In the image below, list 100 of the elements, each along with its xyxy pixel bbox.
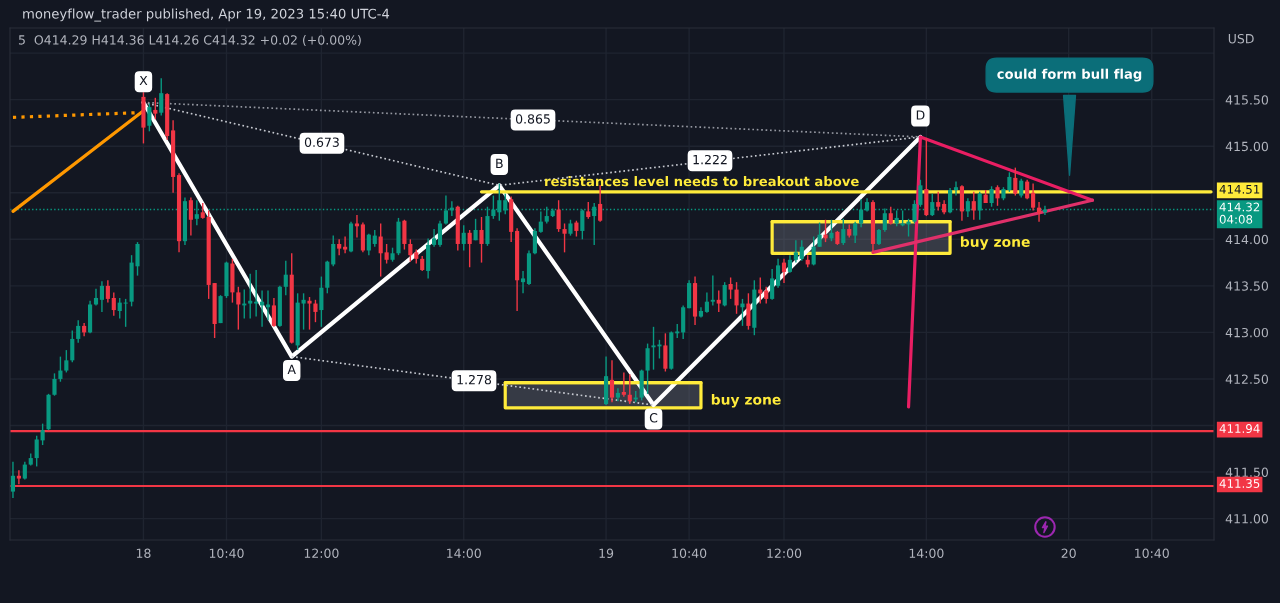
x-tick-label: 10:40 — [672, 548, 707, 559]
candlestick — [70, 329, 75, 363]
candlestick — [408, 238, 413, 263]
candlestick — [953, 180, 959, 197]
candlestick — [40, 422, 45, 446]
candlestick — [147, 102, 152, 133]
candlestick — [307, 296, 312, 331]
candlestick — [734, 281, 739, 315]
candlestick — [853, 220, 858, 244]
candlestick — [811, 235, 816, 267]
y-tick-label: 414.00 — [1225, 234, 1269, 245]
candlestick — [1025, 179, 1030, 200]
candlestick — [301, 292, 306, 331]
data-label: X — [139, 75, 148, 86]
x-tick-label: 19 — [599, 548, 614, 559]
candlestick — [437, 220, 443, 248]
ref-line-label: 411.35 — [1219, 478, 1260, 488]
candlestick — [64, 349, 69, 374]
candlestick — [265, 289, 271, 322]
data-label: B — [496, 158, 503, 168]
candlestick — [378, 222, 383, 278]
candlestick — [248, 273, 253, 320]
y-tick-label: 413.50 — [1225, 281, 1269, 291]
series-label: buy zone — [711, 394, 781, 408]
candlestick — [704, 291, 709, 314]
data-label: 414.51 — [1219, 184, 1260, 194]
candlestick — [313, 299, 318, 323]
candlestick — [384, 243, 389, 265]
candlestick — [283, 260, 288, 296]
candlestick — [823, 219, 828, 243]
candlestick — [188, 196, 193, 237]
candlestick — [331, 234, 336, 268]
candlestick — [105, 279, 110, 304]
ref-line-label: 411.94 — [1219, 424, 1260, 433]
chart-title: moneyflow_trader published, Apr 19, 2023 15:40 UTC-4 — [23, 8, 390, 22]
candlestick — [532, 227, 537, 255]
candlestick — [159, 77, 164, 117]
candlestick — [76, 319, 81, 344]
data-label: A — [287, 364, 296, 374]
candlestick — [556, 199, 561, 233]
candlestick — [99, 280, 105, 313]
y-tick-label: 415.50 — [1225, 95, 1269, 105]
candlestick — [402, 219, 407, 251]
x-tick-label: 10:40 — [1135, 548, 1169, 559]
data-label: C — [649, 413, 658, 423]
candlestick — [520, 270, 526, 295]
x-tick-label: 10:40 — [209, 548, 244, 559]
candlestick — [740, 298, 745, 327]
candlestick — [343, 235, 348, 254]
candlestick — [467, 229, 472, 268]
candlestick — [1013, 166, 1018, 197]
candlestick — [52, 372, 57, 397]
candlestick — [645, 342, 650, 395]
candlestick — [936, 191, 941, 212]
candlestick — [841, 218, 846, 246]
candlestick — [153, 97, 158, 120]
ref-line-label: 414.32 04:08 — [1219, 202, 1260, 224]
candlestick — [995, 184, 1000, 207]
candlestick — [609, 359, 615, 403]
candlestick — [793, 239, 798, 264]
annotation: 0.865 — [515, 114, 550, 124]
candlestick — [479, 216, 484, 264]
candlestick — [562, 222, 567, 254]
candlestick — [254, 269, 259, 318]
candlestick — [117, 297, 122, 320]
candlestick — [746, 292, 751, 331]
annotation: 0.673 — [304, 137, 339, 147]
candlestick — [829, 219, 834, 242]
annotation: 1.222 — [693, 154, 727, 165]
series-label: resistances level needs to breakout above — [545, 176, 859, 187]
candlestick — [236, 286, 241, 331]
candlestick — [354, 214, 360, 239]
y-tick-label: 412.50 — [1225, 374, 1269, 384]
candlestick — [817, 221, 822, 248]
candlestick — [728, 276, 733, 300]
x-tick-label: 14:00 — [447, 548, 481, 559]
candlestick — [366, 233, 371, 256]
candlestick — [337, 238, 342, 256]
x-tick-label: 12:00 — [767, 548, 802, 559]
candlestick — [34, 435, 39, 468]
candlestick — [775, 258, 781, 289]
annotation: 1.278 — [457, 374, 492, 385]
series-label: buy zone — [960, 236, 1030, 250]
candlestick — [799, 239, 804, 262]
candlestick — [710, 274, 715, 307]
text: 5 O414.29 H414.36 L414.26 C414.32 +0.02 (+0.00%) — [18, 34, 361, 47]
x-tick-label: 18 — [136, 548, 151, 559]
y-axis-title: USD — [1228, 33, 1254, 44]
candlestick — [989, 185, 994, 208]
x-tick-label: 12:00 — [304, 548, 339, 559]
candlestick — [271, 297, 277, 328]
candlestick — [859, 198, 864, 228]
candlestick — [621, 371, 626, 398]
y-tick-label: 411.00 — [1225, 514, 1269, 524]
x-tick-label: 20 — [1061, 548, 1076, 559]
candlestick — [111, 291, 116, 317]
candlestick — [123, 298, 128, 328]
candlestick — [1019, 178, 1024, 199]
candlestick — [461, 224, 466, 252]
candlestick — [663, 332, 668, 373]
